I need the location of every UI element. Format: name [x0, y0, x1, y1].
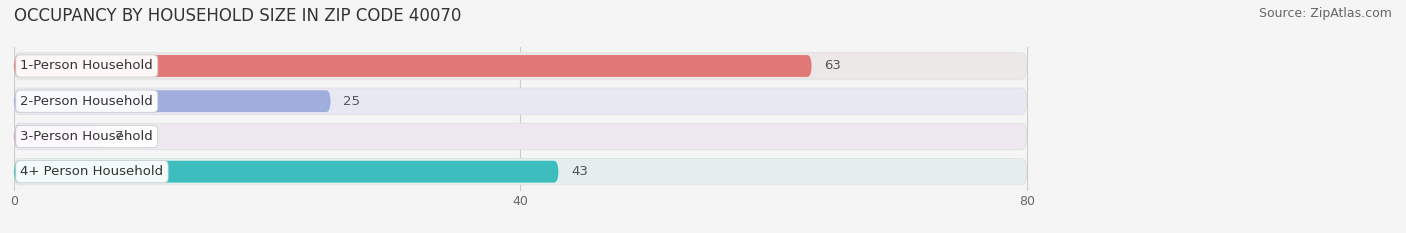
Text: 25: 25 [343, 95, 360, 108]
Text: 2-Person Household: 2-Person Household [21, 95, 153, 108]
Text: Source: ZipAtlas.com: Source: ZipAtlas.com [1258, 7, 1392, 20]
Text: OCCUPANCY BY HOUSEHOLD SIZE IN ZIP CODE 40070: OCCUPANCY BY HOUSEHOLD SIZE IN ZIP CODE … [14, 7, 461, 25]
FancyBboxPatch shape [14, 55, 811, 77]
Text: 1-Person Household: 1-Person Household [21, 59, 153, 72]
Text: 43: 43 [571, 165, 588, 178]
FancyBboxPatch shape [14, 90, 330, 112]
FancyBboxPatch shape [14, 161, 558, 183]
FancyBboxPatch shape [14, 126, 103, 147]
Text: 7: 7 [115, 130, 124, 143]
FancyBboxPatch shape [14, 123, 1026, 150]
FancyBboxPatch shape [14, 158, 1026, 185]
Text: 63: 63 [824, 59, 841, 72]
Text: 3-Person Household: 3-Person Household [21, 130, 153, 143]
Text: 4+ Person Household: 4+ Person Household [21, 165, 163, 178]
FancyBboxPatch shape [14, 53, 1026, 79]
FancyBboxPatch shape [14, 88, 1026, 114]
